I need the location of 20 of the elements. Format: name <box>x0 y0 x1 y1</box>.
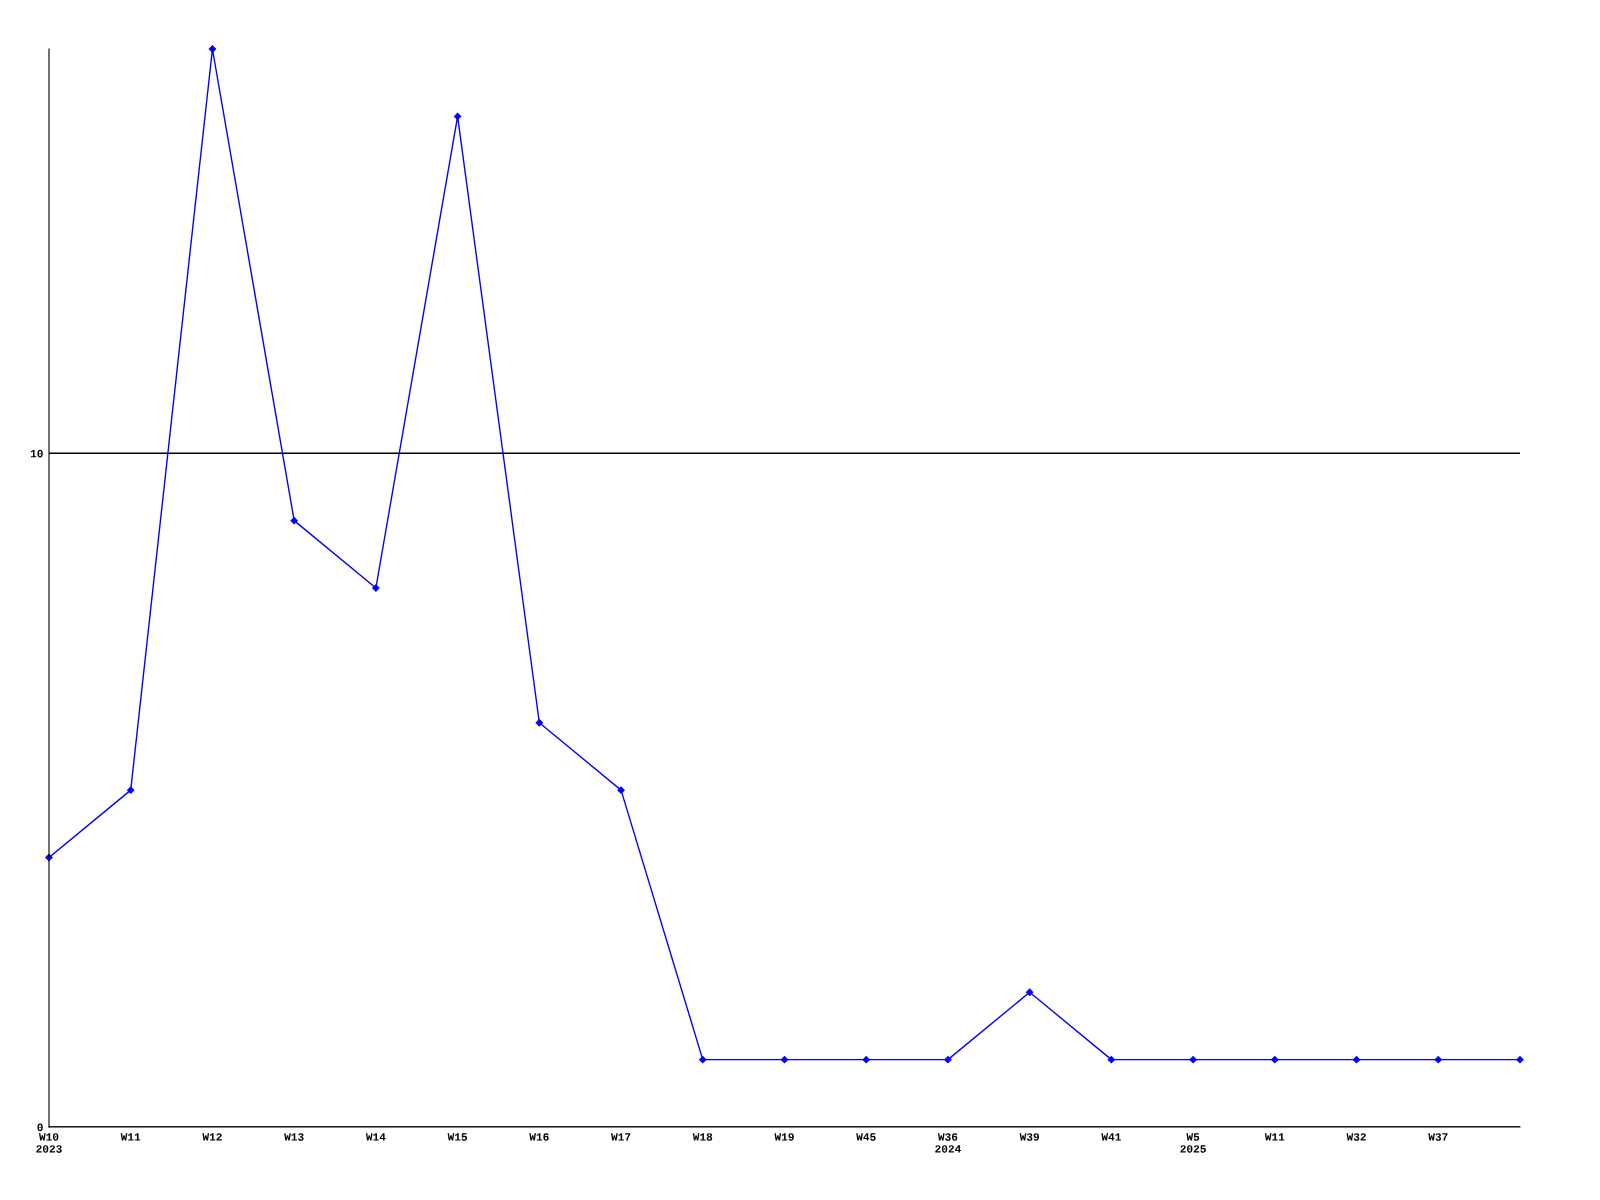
x-tick-label: W32 <box>1346 1133 1366 1141</box>
x-tick-label: W15 <box>447 1133 468 1141</box>
x-tick-label: W13 <box>284 1133 304 1141</box>
x-tick-label: W5 2025 <box>1180 1133 1206 1153</box>
y-tick-label: 10 <box>30 449 43 458</box>
x-tick-label: W19 <box>774 1133 794 1141</box>
x-tick-label: W11 <box>1264 1133 1285 1141</box>
x-tick-label: W45 <box>856 1133 876 1141</box>
x-tick-label: W41 <box>1101 1133 1121 1141</box>
x-tick-label: W11 <box>120 1133 141 1141</box>
x-tick-label: W14 <box>365 1133 386 1141</box>
y-tick-label: 0 <box>37 1123 43 1132</box>
x-tick-label: W17 <box>611 1133 631 1141</box>
x-tick-label: W37 <box>1428 1133 1448 1141</box>
x-tick-label: W12 <box>202 1133 222 1141</box>
x-tick-label: W16 <box>529 1133 549 1141</box>
x-tick-label: W18 <box>692 1133 713 1141</box>
x-tick-label: W39 <box>1019 1133 1039 1141</box>
x-tick-label: W36 2024 <box>935 1133 961 1153</box>
x-tick-label: W10 2023 <box>36 1133 62 1153</box>
